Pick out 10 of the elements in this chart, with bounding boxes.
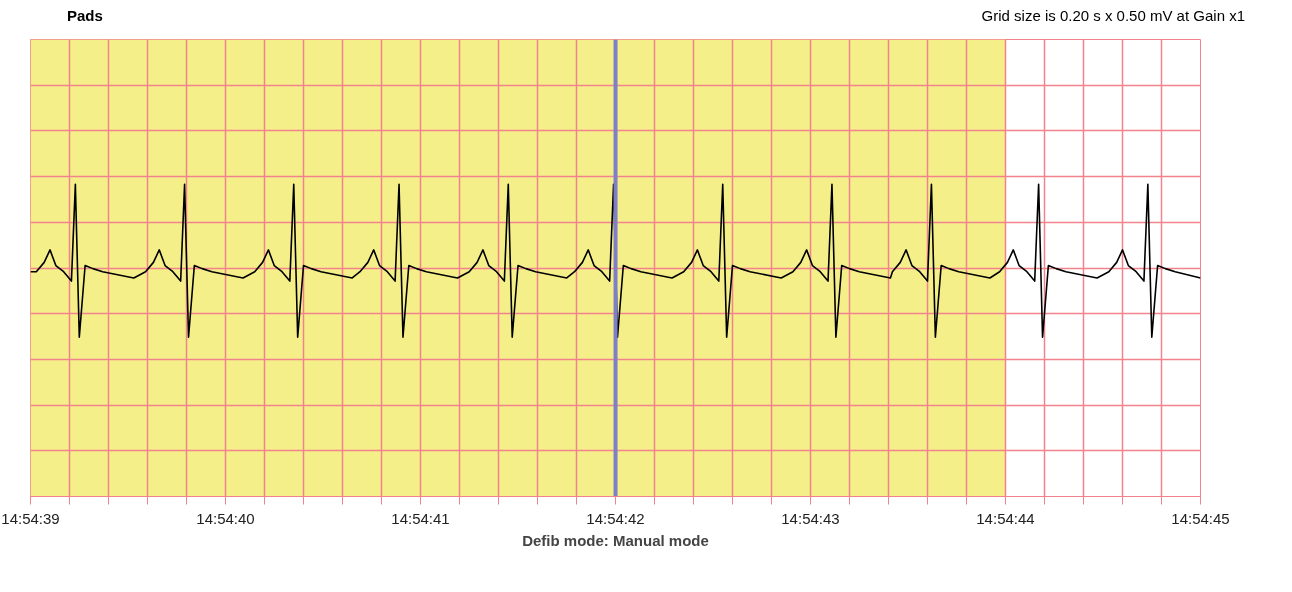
x-axis-title: Defib mode: Manual mode xyxy=(522,531,709,549)
chart-title: Pads xyxy=(67,6,103,26)
x-tick-label: 14:54:41 xyxy=(391,509,450,527)
x-tick-label: 14:54:42 xyxy=(586,509,645,527)
x-tick-label: 14:54:43 xyxy=(781,509,840,527)
x-tick-label: 14:54:44 xyxy=(976,509,1035,527)
chart-subtitle: Grid size is 0.20 s x 0.50 mV at Gain x1 xyxy=(981,6,1245,26)
x-tick-label: 14:54:40 xyxy=(196,509,255,527)
x-tick-label: 14:54:45 xyxy=(1171,509,1230,527)
x-tick-label: 14:54:39 xyxy=(1,509,60,527)
